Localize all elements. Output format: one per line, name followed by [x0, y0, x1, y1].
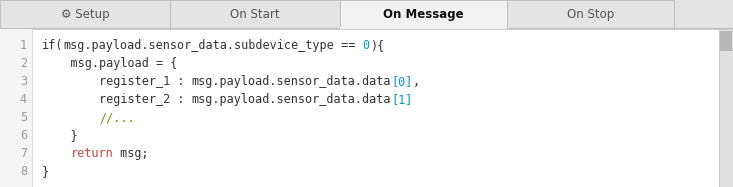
Text: On Stop: On Stop: [567, 7, 614, 21]
Bar: [0, 0, 733, 28]
Text: //...: //...: [99, 111, 135, 124]
Text: [1]: [1]: [391, 93, 413, 106]
Bar: [720, 31, 732, 51]
Text: 7: 7: [20, 147, 27, 160]
Text: ,: ,: [413, 75, 419, 88]
Bar: [0, 29, 32, 187]
Text: msg.payload.sensor_data.data: msg.payload.sensor_data.data: [191, 93, 391, 106]
Text: }: }: [42, 129, 78, 142]
Bar: [340, 0, 507, 28]
Text: ){: ){: [369, 39, 384, 52]
Bar: [0, 29, 719, 187]
Text: msg.payload.sensor_data.data: msg.payload.sensor_data.data: [191, 75, 391, 88]
Text: msg;: msg;: [114, 147, 149, 160]
Text: msg.payload = {: msg.payload = {: [42, 57, 177, 70]
Text: msg.payload.sensor_data.subdevice_type: msg.payload.sensor_data.subdevice_type: [63, 39, 334, 52]
Text: register_2 :: register_2 :: [42, 93, 191, 106]
Text: 1: 1: [20, 39, 27, 52]
Text: if(: if(: [42, 39, 63, 52]
Text: 3: 3: [20, 75, 27, 88]
Text: 6: 6: [20, 129, 27, 142]
Bar: [0, 0, 170, 28]
Text: ==: ==: [334, 39, 363, 52]
Text: 0: 0: [363, 39, 369, 52]
Text: On Message: On Message: [383, 7, 464, 21]
Text: On Start: On Start: [230, 7, 280, 21]
Text: return: return: [70, 147, 114, 160]
Bar: [507, 0, 674, 28]
Text: 8: 8: [20, 165, 27, 178]
Bar: [170, 0, 340, 28]
Text: ⚙ Setup: ⚙ Setup: [61, 7, 109, 21]
Text: [0]: [0]: [391, 75, 413, 88]
Text: 5: 5: [20, 111, 27, 124]
Text: }: }: [42, 165, 49, 178]
Text: 2: 2: [20, 57, 27, 70]
Text: register_1 :: register_1 :: [42, 75, 191, 88]
Text: 4: 4: [20, 93, 27, 106]
Bar: [719, 29, 733, 187]
